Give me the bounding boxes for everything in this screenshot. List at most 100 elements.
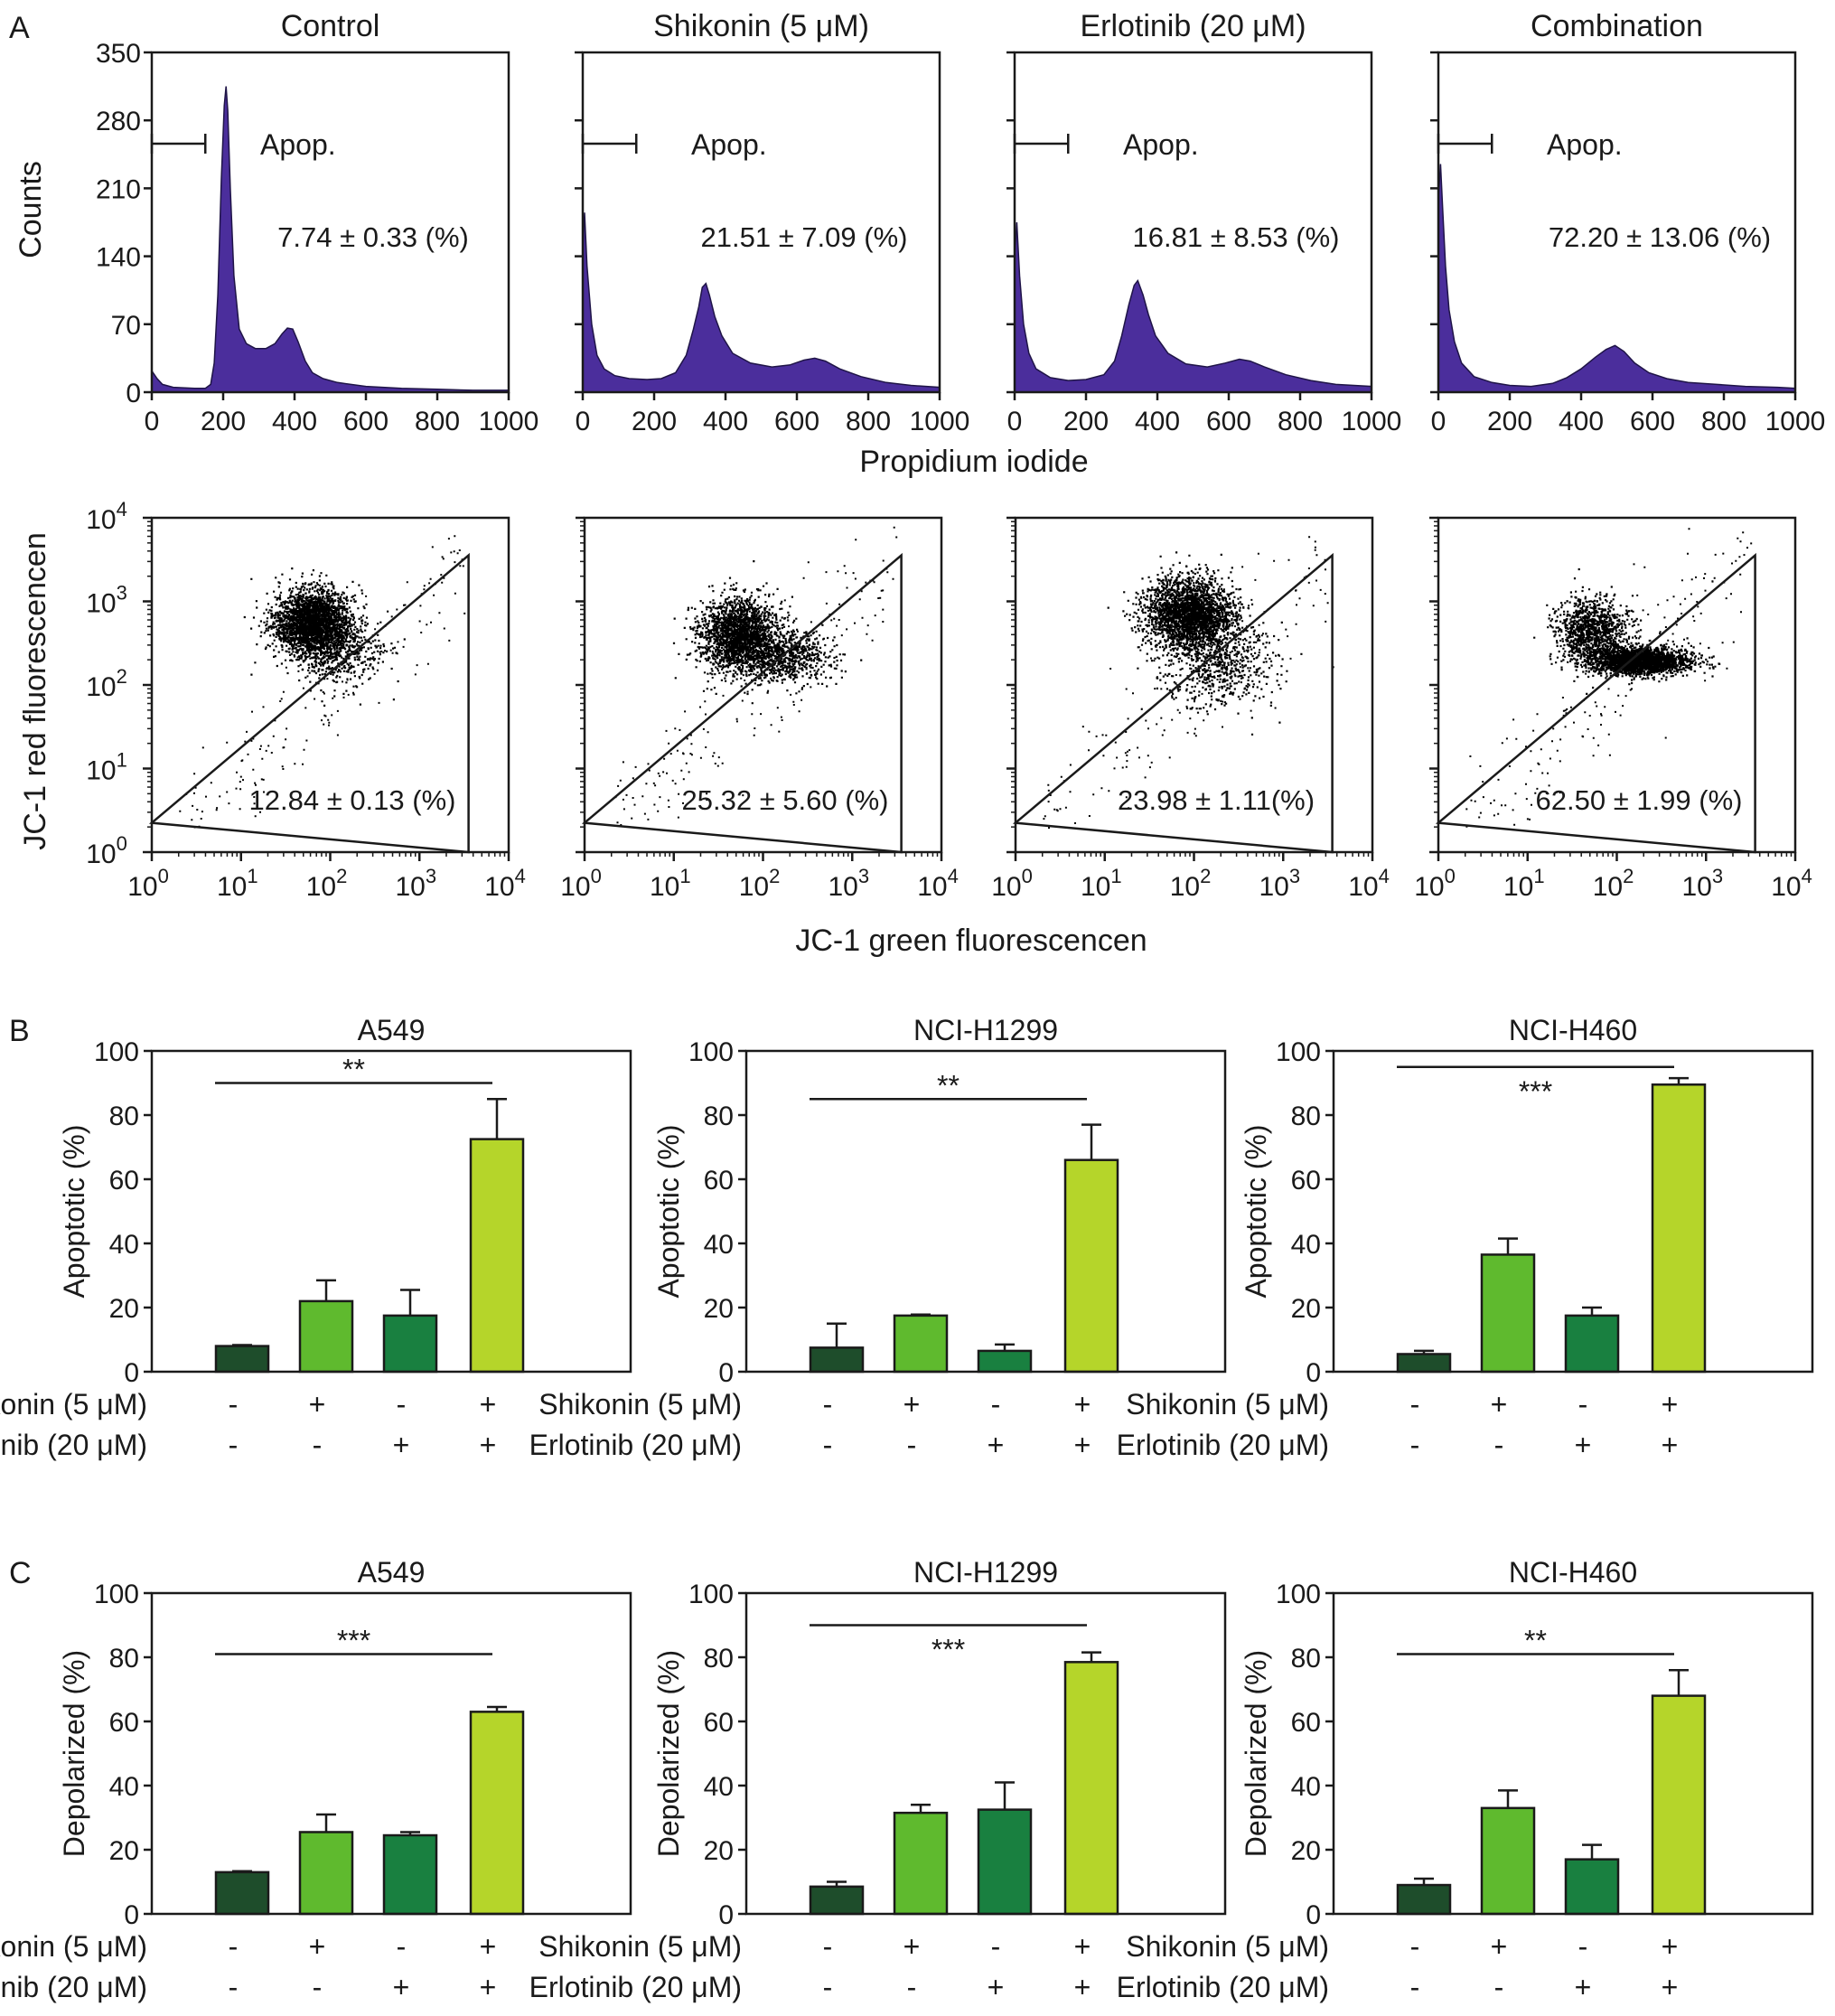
pi-x-axis-label: Propidium iodide (859, 445, 1088, 479)
tick-exponent: 2 (1200, 865, 1211, 887)
bar (977, 1349, 1033, 1374)
histogram-title: Erlotinib (20 μM) (1080, 9, 1306, 43)
bar (893, 1314, 949, 1374)
histogram-area (151, 86, 510, 393)
tick-exponent: 3 (426, 865, 436, 887)
y-tick-label: 0 (718, 1358, 734, 1388)
y-tick-label: 100 (94, 1037, 139, 1067)
erlotinib-sign: + (480, 1971, 497, 2003)
erlotinib-sign: + (1575, 1429, 1592, 1461)
apop-gate-label: Apop. (1123, 128, 1199, 161)
depolarized-percentage: 12.84 ± 0.13 (%) (249, 784, 456, 816)
bar-chart-frame (150, 1591, 632, 1916)
x-tick-label: 100 (127, 865, 169, 902)
tick-exponent: 2 (769, 865, 780, 887)
tick-exponent: 0 (158, 865, 169, 887)
y-tick-label: 60 (704, 1166, 734, 1196)
panel-label-a: A (9, 11, 30, 45)
y-axis-label: Depolarized (%) (1240, 1650, 1272, 1857)
x-tick-label: 103 (395, 865, 436, 902)
x-tick-label: 103 (828, 865, 869, 902)
tick-exponent: 1 (117, 749, 127, 772)
jc1-x-axis-label: JC-1 green fluorescencen (795, 924, 1147, 958)
x-tick-label: 1000 (479, 407, 539, 436)
histogram-area (582, 212, 941, 393)
bar-chart-title: NCI-H460 (1509, 1014, 1637, 1046)
x-tick-label: 104 (917, 865, 959, 902)
shikonin-sign: + (1662, 1930, 1679, 1963)
y-tick-label: 80 (704, 1644, 734, 1674)
tick-base: 10 (217, 872, 247, 902)
tick-exponent: 4 (948, 865, 959, 887)
erlotinib-row-label: Erlotinib (20 μM) (529, 1971, 742, 2003)
shikonin-sign: - (397, 1930, 407, 1963)
shikonin-sign: - (823, 1930, 833, 1963)
significance-stars: ** (342, 1054, 365, 1086)
shikonin-sign: + (480, 1388, 497, 1421)
y-axis-label: Apoptotic (%) (1240, 1124, 1272, 1298)
depolarization-gate (148, 552, 470, 854)
apoptosis-percentage: 16.81 ± 8.53 (%) (1133, 221, 1340, 253)
scatter-events (614, 526, 898, 826)
erlotinib-sign: - (1494, 1429, 1504, 1461)
x-tick-label: 200 (1063, 407, 1109, 436)
apoptosis-percentage: 21.51 ± 7.09 (%) (701, 221, 908, 253)
tick-exponent: 3 (1289, 865, 1300, 887)
significance-stars: *** (932, 1634, 965, 1666)
histogram-frame (150, 51, 510, 394)
y-tick-label: 40 (109, 1230, 139, 1260)
y-tick-label: 40 (109, 1772, 139, 1802)
bar-chart-title: NCI-H1299 (913, 1556, 1058, 1589)
x-tick-label: 800 (846, 407, 891, 436)
erlotinib-sign: + (1662, 1429, 1679, 1461)
y-tick-label: 103 (86, 582, 127, 619)
x-tick-label: 104 (1771, 865, 1812, 902)
bar-chart-title: NCI-H1299 (913, 1014, 1058, 1046)
tick-exponent: 1 (679, 865, 690, 887)
panel-label-c: C (9, 1556, 32, 1590)
erlotinib-sign: + (1074, 1971, 1091, 2003)
shikonin-sign: + (309, 1930, 326, 1963)
x-tick-label: 100 (560, 865, 602, 902)
x-tick-label: 400 (703, 407, 748, 436)
x-tick-label: 400 (1559, 407, 1604, 436)
tick-base: 10 (127, 872, 157, 902)
x-tick-label: 400 (272, 407, 317, 436)
shikonin-sign: + (309, 1388, 326, 1421)
bar (298, 1299, 354, 1374)
y-tick-label: 210 (96, 174, 141, 204)
erlotinib-row-label: Erlotinib (20 μM) (1117, 1971, 1329, 2003)
tick-base: 10 (828, 872, 857, 902)
x-tick-label: 103 (1259, 865, 1300, 902)
x-tick-label: 100 (991, 865, 1033, 902)
x-tick-label: 800 (415, 407, 460, 436)
tick-base: 10 (306, 872, 336, 902)
shikonin-sign: - (991, 1388, 1001, 1421)
y-tick-label: 102 (86, 665, 127, 702)
erlotinib-sign: + (988, 1971, 1005, 2003)
shikonin-sign: - (229, 1388, 239, 1421)
tick-base: 10 (86, 839, 116, 869)
y-tick-label: 20 (1291, 1294, 1321, 1324)
erlotinib-row-label: Erlotinib (20 μM) (0, 1971, 147, 2003)
y-tick-label: 60 (1291, 1166, 1321, 1196)
jc1-scatter-panel: 25.32 ± 5.60 (%)100 101 102 103 104 (560, 516, 959, 902)
tick-base: 10 (395, 872, 425, 902)
y-axis-label: Depolarized (%) (652, 1650, 685, 1857)
erlotinib-sign: + (480, 1429, 497, 1461)
apop-gate-label: Apop. (1547, 128, 1623, 161)
y-tick-label: 350 (96, 39, 141, 69)
y-tick-label: 80 (109, 1644, 139, 1674)
depolarization-gate (1012, 552, 1334, 854)
erlotinib-sign: + (393, 1971, 410, 2003)
tick-exponent: 2 (117, 665, 127, 688)
y-tick-label: 70 (111, 311, 141, 341)
y-tick-label: 20 (109, 1836, 139, 1866)
x-tick-label: 101 (217, 865, 258, 902)
tick-base: 10 (991, 872, 1021, 902)
bar (1564, 1858, 1620, 1916)
y-tick-label: 0 (124, 1358, 139, 1388)
bar (809, 1885, 865, 1916)
tick-base: 10 (86, 505, 116, 535)
x-tick-label: 101 (650, 865, 691, 902)
